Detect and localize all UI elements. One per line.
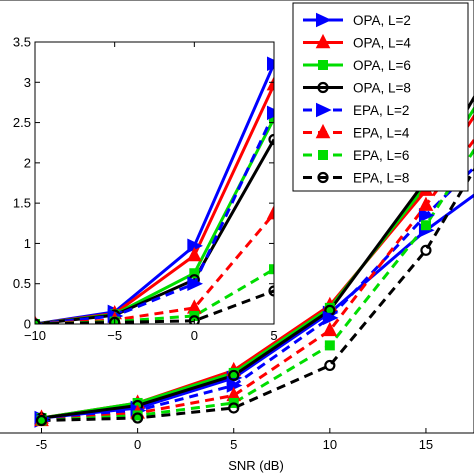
legend-label-7: EPA, L=6 xyxy=(353,148,409,163)
inset-point-s8-4 xyxy=(268,285,274,297)
legend-marker-8 xyxy=(317,171,329,184)
main-axes-box xyxy=(0,0,474,434)
legend-marker-3 xyxy=(318,60,328,70)
legend-marker-7 xyxy=(318,150,328,160)
main-point-s6-4 xyxy=(322,321,338,337)
main-series-line-1 xyxy=(41,193,474,420)
inset-point-s1-4 xyxy=(267,56,274,72)
legend-label-3: OPA, L=6 xyxy=(353,58,411,73)
inset-x-tick-label: −5 xyxy=(107,328,122,343)
main-point-s8-4 xyxy=(324,359,336,372)
inset-point-s4-4 xyxy=(268,133,274,146)
inset-plot: −10 −5 0 5 0 0.5 1 1.5 2 2.5 3 3.5 xyxy=(13,35,278,344)
main-point-s5-4 xyxy=(322,310,339,326)
inset-y-tick-label: 3.5 xyxy=(13,35,31,50)
main-series-line-5 xyxy=(41,165,474,422)
legend-label-6: EPA, L=4 xyxy=(353,126,410,141)
main-x-tick-label: -5 xyxy=(36,437,48,452)
main-point-s4-3 xyxy=(228,369,240,382)
legend-marker-1 xyxy=(316,12,332,28)
main-point-s7-5 xyxy=(420,220,431,231)
inset-x-tick-label: −10 xyxy=(24,328,46,343)
main-point-s8-5 xyxy=(420,244,432,256)
main-x-axis-label: SNR (dB) xyxy=(228,458,284,473)
legend-marker-2 xyxy=(315,33,331,49)
inset-point-s7-4 xyxy=(269,264,274,275)
main-x-tick-label: 5 xyxy=(230,437,237,452)
main-point-s8-2 xyxy=(132,412,144,424)
inset-point-s5-4 xyxy=(267,105,274,121)
legend-label-2: OPA, L=4 xyxy=(353,36,411,51)
inset-point-s2-4 xyxy=(266,76,274,91)
legend-label-8: EPA, L=8 xyxy=(353,171,409,186)
main-point-s8-1 xyxy=(35,414,48,427)
inset-y-tick-label: 2 xyxy=(24,155,31,170)
inset-y-tick-label: 3 xyxy=(24,75,31,90)
legend: OPA, L=2 OPA, L=4 OPA, L=6 OPA, L=8 EPA, L=2… xyxy=(292,2,469,192)
legend-marker-6 xyxy=(315,123,331,139)
legend-marker-4 xyxy=(317,81,329,94)
inset-series-line-8 xyxy=(35,289,274,324)
main-x-tick-label: 15 xyxy=(419,437,433,452)
main-x-tick-label: 10 xyxy=(323,437,337,452)
main-point-s8-3 xyxy=(228,402,240,414)
inset-point-s5-3 xyxy=(187,276,203,291)
inset-series-line-5 xyxy=(35,112,274,324)
inset-x-tick-label: 5 xyxy=(270,328,277,343)
inset-y-tick-label: 1.5 xyxy=(13,196,31,211)
inset-point-s7-1 xyxy=(35,319,40,324)
inset-point-s2-3 xyxy=(187,246,202,262)
inset-point-s3-3 xyxy=(189,268,200,279)
inset-y-tick-label: 2.5 xyxy=(13,115,31,130)
inset-y-tick-label: 1 xyxy=(24,236,31,251)
main-point-s5-5 xyxy=(418,207,435,223)
legend-marker-5 xyxy=(316,102,332,118)
inset-point-s6-4 xyxy=(266,205,274,220)
inset-point-s8-3 xyxy=(188,315,200,324)
main-series-line-6 xyxy=(41,137,474,422)
legend-label-1: OPA, L=2 xyxy=(353,13,411,28)
main-series-line-7 xyxy=(41,147,474,422)
inset-axes-box xyxy=(34,41,275,325)
inset-series-line-6 xyxy=(35,212,274,324)
inset-plot-area xyxy=(35,42,274,324)
main-point-s7-4 xyxy=(324,340,335,351)
main-x-tick-label: 0 xyxy=(134,437,141,452)
inset-point-s8-2 xyxy=(109,316,121,324)
main-point-s6-5 xyxy=(418,196,434,211)
inset-y-tick-label: 0.5 xyxy=(13,276,31,291)
inset-x-tick-label: 0 xyxy=(191,328,198,343)
legend-label-4: OPA, L=8 xyxy=(353,81,411,96)
inset-y-tick-label: 0 xyxy=(24,317,31,332)
legend-label-5: EPA, L=2 xyxy=(353,103,409,118)
main-series-line-8 xyxy=(41,167,474,422)
inset-series-line-4 xyxy=(35,138,274,324)
